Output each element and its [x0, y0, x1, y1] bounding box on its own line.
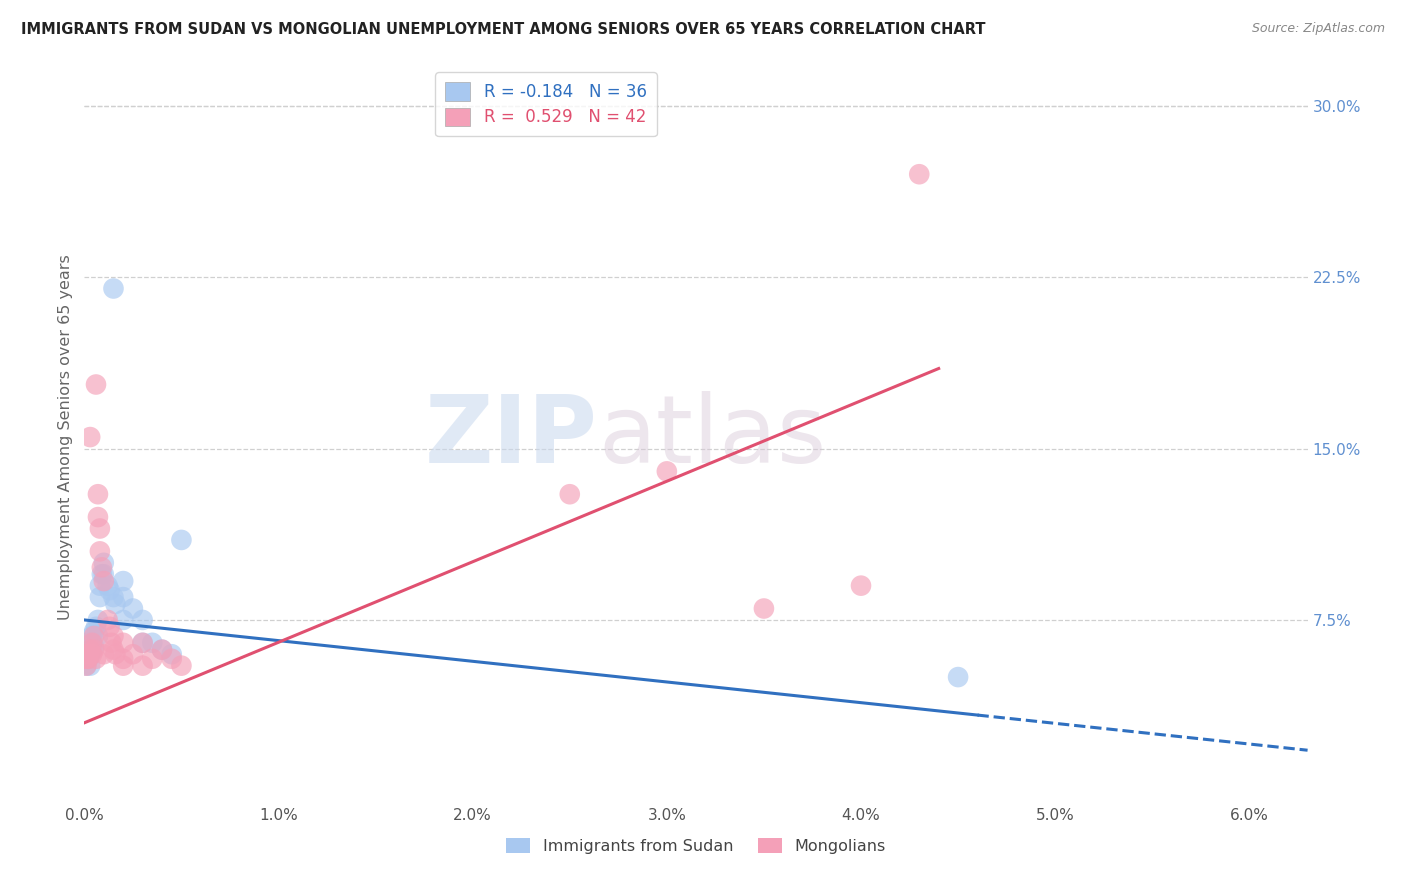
Point: [131, 636, 153, 650]
Point: [75, 652, 97, 666]
Point: [103, 629, 125, 643]
Point: [131, 613, 153, 627]
Point: [160, 647, 183, 661]
Point: [84, 620, 107, 634]
Y-axis label: Unemployment Among Seniors over 65 years: Unemployment Among Seniors over 65 years: [58, 254, 73, 620]
Point: [150, 642, 173, 657]
Point: [946, 670, 969, 684]
Point: [87, 510, 110, 524]
Point: [82, 642, 104, 657]
Point: [87, 487, 110, 501]
Point: [849, 579, 872, 593]
Point: [908, 167, 931, 181]
Point: [75, 658, 97, 673]
Point: [122, 647, 145, 661]
Point: [752, 601, 775, 615]
Point: [84, 377, 107, 392]
Point: [112, 590, 135, 604]
Point: [170, 533, 193, 547]
Point: [82, 629, 104, 643]
Point: [93, 556, 115, 570]
Point: [104, 647, 127, 661]
Point: [103, 642, 125, 657]
Point: [93, 647, 115, 661]
Point: [83, 642, 105, 657]
Point: [100, 636, 122, 650]
Point: [76, 647, 98, 661]
Point: [90, 567, 112, 582]
Point: [93, 574, 115, 588]
Text: atlas: atlas: [598, 391, 827, 483]
Point: [83, 640, 105, 655]
Point: [89, 544, 111, 558]
Point: [131, 658, 153, 673]
Point: [83, 629, 105, 643]
Point: [77, 652, 100, 666]
Point: [112, 636, 135, 650]
Point: [112, 658, 135, 673]
Point: [82, 636, 104, 650]
Point: [89, 590, 111, 604]
Point: [141, 636, 163, 650]
Point: [93, 567, 115, 582]
Point: [83, 624, 105, 639]
Point: [75, 647, 97, 661]
Point: [98, 620, 121, 634]
Point: [112, 613, 135, 627]
Point: [98, 583, 121, 598]
Point: [75, 647, 97, 661]
Point: [103, 281, 125, 295]
Point: [87, 613, 110, 627]
Point: [104, 597, 127, 611]
Point: [79, 642, 101, 657]
Point: [89, 579, 111, 593]
Point: [77, 647, 100, 661]
Point: [558, 487, 581, 501]
Point: [97, 579, 120, 593]
Point: [150, 642, 173, 657]
Point: [112, 574, 135, 588]
Point: [141, 652, 163, 666]
Point: [82, 647, 104, 661]
Point: [122, 601, 145, 615]
Point: [131, 636, 153, 650]
Point: [112, 652, 135, 666]
Point: [79, 647, 101, 661]
Point: [89, 521, 111, 535]
Point: [77, 636, 100, 650]
Point: [90, 560, 112, 574]
Text: Source: ZipAtlas.com: Source: ZipAtlas.com: [1251, 22, 1385, 36]
Point: [103, 590, 125, 604]
Point: [79, 430, 101, 444]
Point: [655, 464, 678, 478]
Text: IMMIGRANTS FROM SUDAN VS MONGOLIAN UNEMPLOYMENT AMONG SENIORS OVER 65 YEARS CORR: IMMIGRANTS FROM SUDAN VS MONGOLIAN UNEMP…: [21, 22, 986, 37]
Point: [160, 652, 183, 666]
Point: [75, 658, 97, 673]
Point: [75, 642, 97, 657]
Legend: Immigrants from Sudan, Mongolians: Immigrants from Sudan, Mongolians: [501, 831, 891, 861]
Text: ZIP: ZIP: [425, 391, 598, 483]
Point: [84, 652, 107, 666]
Point: [76, 652, 98, 666]
Point: [79, 658, 101, 673]
Point: [87, 629, 110, 643]
Point: [170, 658, 193, 673]
Point: [97, 613, 120, 627]
Point: [77, 652, 100, 666]
